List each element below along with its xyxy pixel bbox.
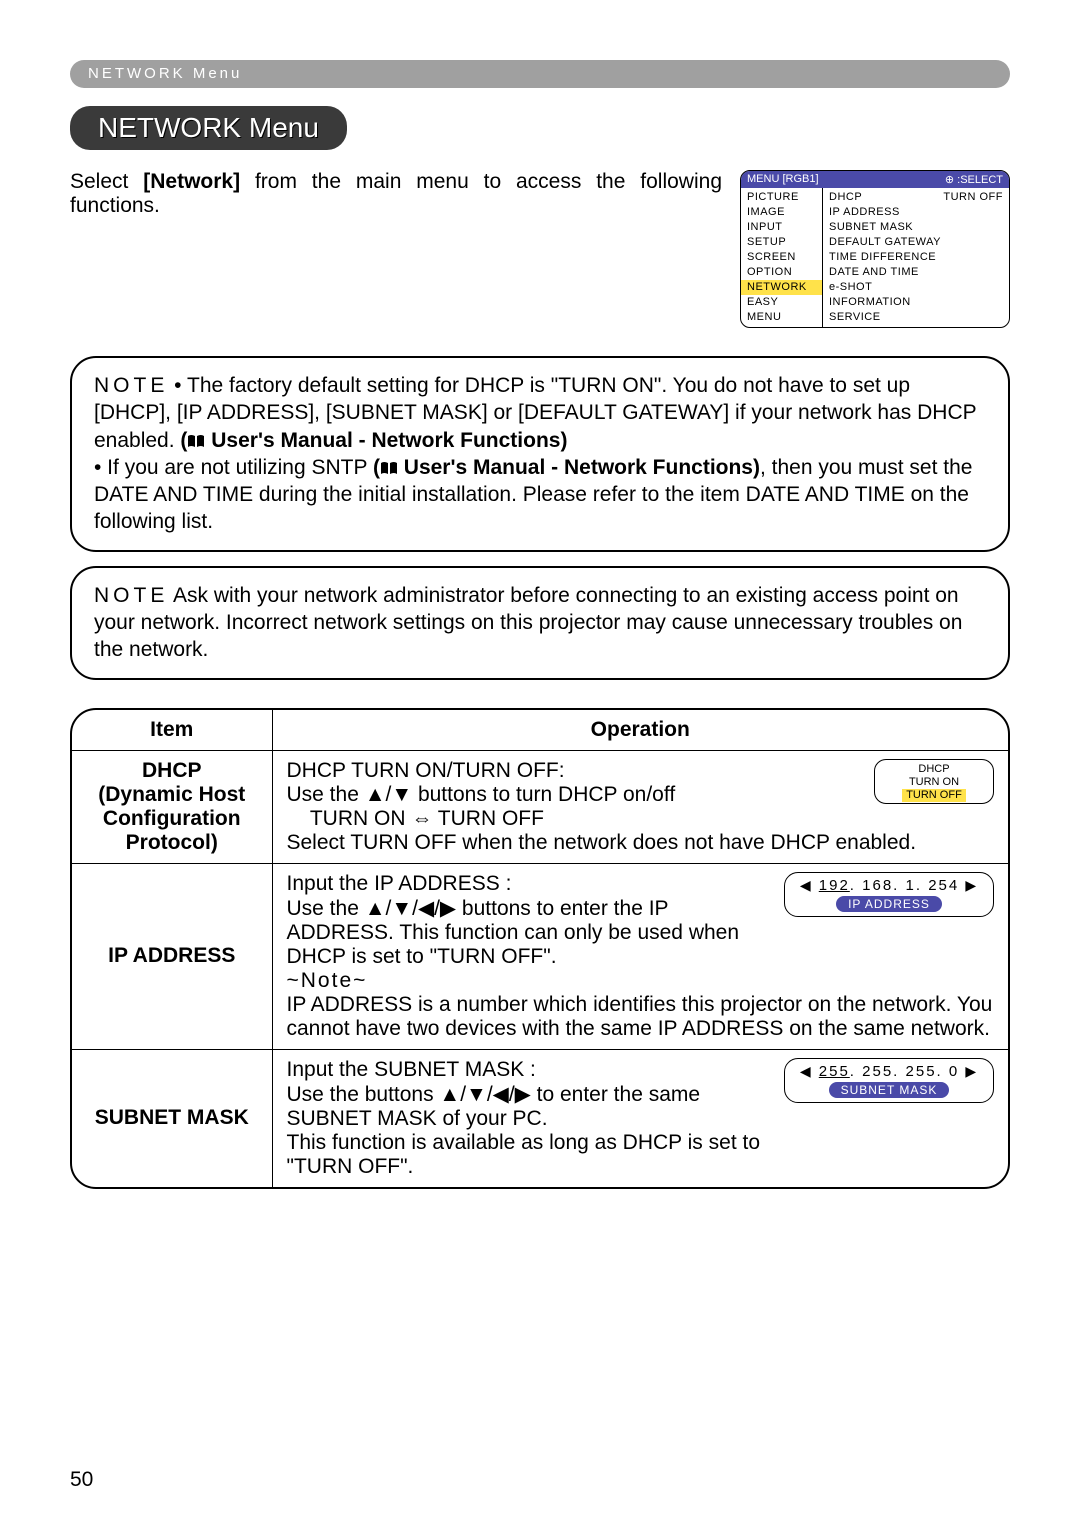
row-subnet-item: SUBNET MASK (72, 1049, 272, 1187)
menu-r-eshot: e-SHOT (823, 280, 1009, 295)
note1-manual-ref2: ( User's Manual - Network Functions) (373, 456, 760, 479)
select-icon: ⊕ (945, 174, 954, 186)
page-number: 50 (70, 1468, 93, 1492)
intro-text: Select [Network] from the main menu to a… (70, 170, 722, 218)
menu-r-time-diff: TIME DIFFERENCE (823, 250, 1009, 265)
note-box-2: NOTE Ask with your network administrator… (70, 566, 1010, 680)
page-title: NETWORK Menu (70, 106, 347, 150)
menu-item-input: INPUT (741, 220, 822, 235)
row-ip-item: IP ADDRESS (72, 863, 272, 1049)
book-icon (380, 461, 398, 475)
th-item: Item (72, 710, 272, 751)
note1-manual-ref: ( User's Manual - Network Functions) (180, 429, 567, 452)
menu-r-dhcp: DHCPTURN OFF (823, 190, 1009, 205)
menu-item-image: IMAGE (741, 205, 822, 220)
note-lead-1: NOTE (94, 374, 168, 397)
ip-note-lead: ~Note~ (287, 969, 368, 992)
menu-item-option: OPTION (741, 265, 822, 280)
menu-item-picture: PICTURE (741, 190, 822, 205)
row-dhcp-op: DHCP TURN ON/TURN OFF: Use the ▲/▼ butto… (272, 750, 1008, 863)
dhcp-line4: Select TURN OFF when the network does no… (287, 831, 917, 854)
menu-item-screen: SCREEN (741, 250, 822, 265)
settings-table: Item Operation DHCP (Dynamic Host Config… (70, 708, 1010, 1189)
row-dhcp-item: DHCP (Dynamic Host Configuration Protoco… (72, 750, 272, 863)
dhcp-badge: DHCP TURN ON TURN OFF (874, 759, 994, 804)
ip-badge: ◀ 192. 168. 1. 254 ▶ IP ADDRESS (784, 872, 994, 917)
menu-r-ip: IP ADDRESS (823, 205, 1009, 220)
menu-r-subnet: SUBNET MASK (823, 220, 1009, 235)
breadcrumb: NETWORK Menu (70, 60, 1010, 88)
menu-mockup: MENU [RGB1] ⊕ :SELECT PICTURE IMAGE INPU… (740, 170, 1010, 328)
note2-body: Ask with your network administrator befo… (94, 584, 962, 662)
subnet-badge: ◀ 255. 255. 255. 0 ▶ SUBNET MASK (784, 1058, 994, 1103)
row-subnet-op: Input the SUBNET MASK :Use the buttons ▲… (272, 1049, 1008, 1187)
note1-body-b: • If you are not utilizing SNTP (94, 456, 373, 479)
th-operation: Operation (272, 710, 1008, 751)
note-box-1: NOTE • The factory default setting for D… (70, 356, 1010, 552)
ip-block2: IP ADDRESS is a number which identifies … (287, 993, 993, 1040)
menu-r-info: INFORMATION (823, 295, 1009, 310)
book-icon (187, 434, 205, 448)
menu-r-date-time: DATE AND TIME (823, 265, 1009, 280)
menu-header-right: ⊕ :SELECT (875, 171, 1009, 188)
intro-bold: [Network] (143, 170, 240, 193)
menu-r-gateway: DEFAULT GATEWAY (823, 235, 1009, 250)
dhcp-line3: TURN ON ⇔ TURN OFF (287, 807, 544, 830)
menu-item-easy: EASY MENU (741, 295, 822, 325)
menu-item-network: NETWORK (741, 280, 822, 295)
menu-item-setup: SETUP (741, 235, 822, 250)
menu-right-column: DHCPTURN OFF IP ADDRESS SUBNET MASK DEFA… (823, 188, 1009, 327)
menu-left-column: PICTURE IMAGE INPUT SETUP SCREEN OPTION … (741, 188, 823, 327)
row-ip-op: Input the IP ADDRESS :Use the ▲/▼/◀/▶ bu… (272, 863, 1008, 1049)
note-lead-2: NOTE (94, 584, 168, 607)
menu-header-left: MENU [RGB1] (741, 171, 875, 188)
menu-r-service: SERVICE (823, 310, 1009, 325)
